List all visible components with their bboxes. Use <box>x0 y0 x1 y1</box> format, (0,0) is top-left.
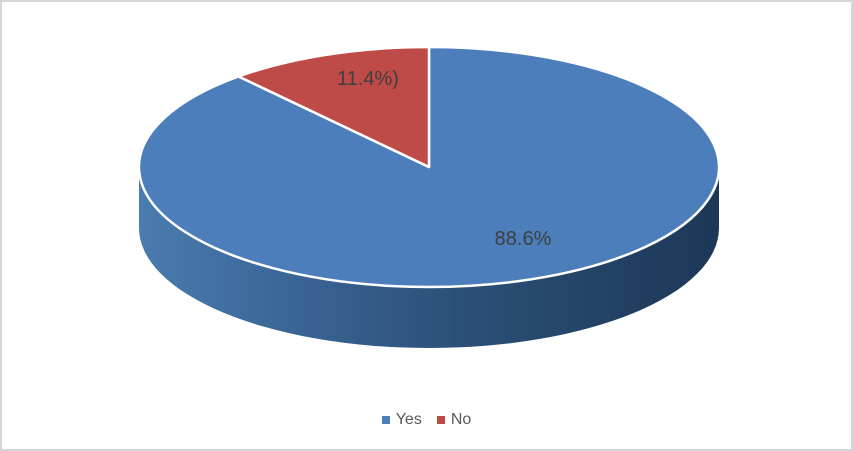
pie-geometry <box>137 45 721 348</box>
legend-label-no: No <box>450 411 472 428</box>
legend-item-yes[interactable]: Yes <box>381 411 422 429</box>
legend-swatch-yes <box>381 416 390 424</box>
pie-slice-no[interactable] <box>237 45 431 169</box>
data-label-no: 11.4%) <box>337 68 399 90</box>
legend-item-no[interactable]: No <box>436 411 472 429</box>
pie-side-wall <box>139 167 719 348</box>
legend: Yes No <box>2 411 851 429</box>
data-label-yes: 88.6% <box>495 228 552 250</box>
legend-swatch-no <box>436 416 445 424</box>
legend-label-yes: Yes <box>395 411 422 428</box>
